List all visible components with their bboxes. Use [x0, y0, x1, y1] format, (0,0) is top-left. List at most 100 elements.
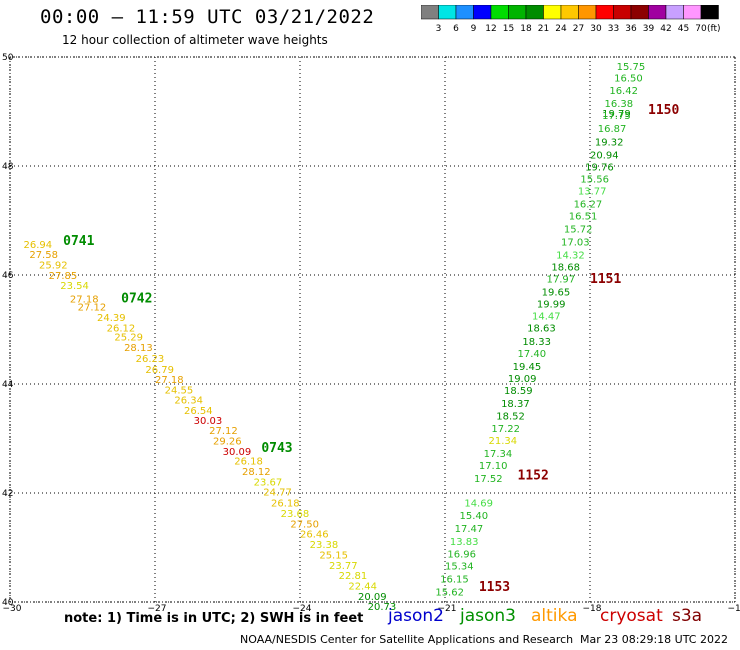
swh-data-label: 14.69 — [464, 499, 493, 510]
x-tick-label: −24 — [293, 604, 312, 614]
pass-time-label: 1150 — [648, 103, 679, 118]
color-scale-label: 21 — [538, 24, 549, 34]
swh-data-label: 14.47 — [532, 312, 561, 323]
satellite-s3a: s3a — [672, 606, 703, 626]
x-tick-label: −21 — [438, 604, 457, 614]
swh-data-label: 28.13 — [124, 343, 153, 354]
swh-data-label: 27.50 — [290, 519, 319, 530]
swh-data-label: 23.67 — [254, 477, 283, 488]
swh-data-label: 23.54 — [60, 281, 89, 292]
color-scale-label: 33 — [608, 24, 619, 34]
swh-data-label: 16.38 — [605, 99, 634, 110]
swh-data-label: 15.75 — [617, 62, 646, 73]
swh-data-label: 20.09 — [358, 592, 387, 603]
swh-data-label: 26.23 — [136, 354, 165, 365]
swh-data-label: 27.58 — [29, 250, 58, 261]
swh-data-label: 15.34 — [445, 561, 474, 572]
y-tick-label: 42 — [2, 489, 13, 499]
swh-data-label: 28.12 — [242, 467, 271, 478]
swh-data-label: 27.85 — [49, 271, 78, 282]
color-scale-label: 39 — [643, 24, 655, 34]
swh-data-label: 30.09 — [223, 447, 252, 458]
swh-data-label: 17.97 — [547, 275, 576, 286]
page-title: 00:00 – 11:59 UTC 03/21/2022 — [40, 6, 375, 28]
y-tick-label: 46 — [2, 271, 14, 281]
swh-data-label: 16.50 — [614, 74, 643, 85]
pass-time-label: 1153 — [479, 580, 510, 595]
pass-time-label: 1152 — [518, 468, 549, 483]
x-tick-label: −15 — [728, 604, 740, 614]
color-scale-unit: (ft) — [707, 24, 721, 34]
swh-data-label: 16.96 — [447, 549, 476, 560]
swh-data-label: 24.39 — [97, 313, 126, 324]
swh-data-label: 16.87 — [598, 124, 627, 135]
color-scale-legend: 3 6 9 12 15 18 21 24 27 30 33 36 39 42 45 70 (ft) — [421, 5, 721, 34]
swh-data-label: 26.18 — [271, 499, 300, 510]
swh-data-label: 16.42 — [609, 86, 638, 97]
swh-data-label: 26.94 — [24, 240, 53, 251]
swh-data-label: 29.26 — [213, 436, 242, 447]
swh-data-label: 15.72 — [564, 224, 593, 235]
swh-data-label: 26.46 — [300, 530, 329, 541]
color-scale-label: 27 — [573, 24, 584, 34]
swh-data-label: 26.18 — [234, 457, 263, 468]
y-tick-label: 44 — [2, 380, 14, 390]
swh-data-label: 23.38 — [310, 540, 339, 551]
swh-data-label: 26.54 — [184, 406, 213, 417]
swh-data-label: 18.33 — [522, 337, 551, 348]
pass-time-label: 1151 — [590, 272, 621, 287]
color-scale-label: 6 — [453, 24, 459, 34]
color-scale-label: 9 — [471, 24, 477, 34]
color-scale-label: 45 — [678, 24, 689, 34]
swh-data-label: 25.15 — [319, 550, 348, 561]
swh-data-label: 16.27 — [574, 199, 603, 210]
swh-data-label: 24.55 — [165, 385, 194, 396]
swh-data-label: 27.12 — [78, 302, 107, 313]
swh-data-label: 27.18 — [155, 375, 184, 386]
swh-data-label: 16.15 — [440, 574, 469, 585]
footer-credit: NOAA/NESDIS Center for Satellite Applica… — [240, 633, 574, 646]
color-scale-label: 30 — [590, 24, 602, 34]
color-swatch — [700, 5, 719, 20]
pass-time-label: 0742 — [121, 291, 152, 306]
plot-frame — [9, 56, 736, 603]
swh-data-label: 19.09 — [508, 374, 537, 385]
y-tick-label: 50 — [2, 53, 14, 63]
satellite-altika: altika — [531, 606, 578, 626]
swh-data-label: 27.12 — [209, 426, 238, 437]
swh-data-label: 24.77 — [263, 488, 292, 499]
y-tick-label: 40 — [2, 598, 14, 608]
x-tick-label: −27 — [148, 604, 167, 614]
swh-data-label: 18.52 — [496, 411, 525, 422]
swh-data-label: 17.75 — [602, 111, 631, 122]
swh-data-label: 17.47 — [455, 524, 484, 535]
color-scale-label: 36 — [625, 24, 637, 34]
y-tick-label: 48 — [2, 162, 14, 172]
swh-data-label: 19.45 — [513, 362, 542, 373]
swh-data-label: 18.68 — [551, 263, 580, 274]
swh-data-label: 26.12 — [107, 324, 136, 335]
swh-data-label: 20.73 — [368, 602, 397, 613]
swh-data-label: 30.03 — [194, 416, 223, 427]
pass-time-label: 0743 — [261, 441, 292, 456]
swh-data-label: 14.32 — [556, 251, 585, 262]
x-tick-label: −18 — [583, 604, 602, 614]
swh-data-label: 17.34 — [484, 449, 513, 460]
swh-data-label: 18.59 — [504, 386, 533, 397]
color-scale-label: 24 — [555, 24, 567, 34]
swh-data-label: 17.03 — [561, 238, 590, 249]
page-subtitle: 12 hour collection of altimeter wave hei… — [62, 33, 328, 47]
swh-data-label: 13.77 — [578, 186, 607, 197]
swh-data-label: 25.29 — [114, 332, 143, 343]
units-note: note: 1) Time is in UTC; 2) SWH is in fe… — [64, 611, 364, 626]
swh-data-label: 13.83 — [450, 537, 479, 548]
satellite-jason2: jason2 — [388, 606, 444, 626]
swh-data-label: 21.34 — [489, 436, 518, 447]
swh-data-label: 25.92 — [39, 260, 68, 271]
swh-data-label: 26.34 — [174, 396, 203, 407]
color-scale-label: 3 — [436, 24, 442, 34]
swh-data-label: 26.79 — [145, 365, 174, 376]
swh-data-label: 15.40 — [460, 511, 489, 522]
swh-data-label: 22.81 — [339, 571, 368, 582]
